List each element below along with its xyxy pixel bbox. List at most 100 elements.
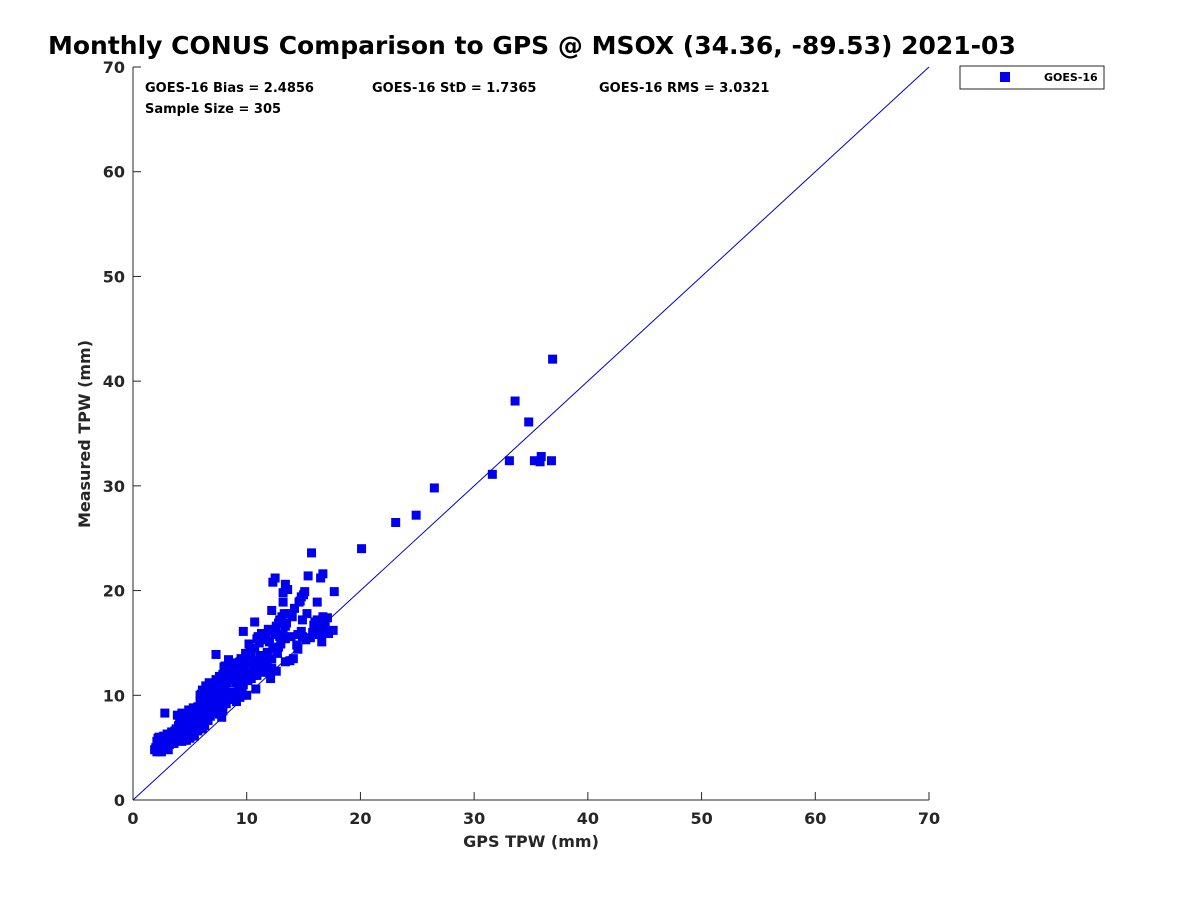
data-point [299,590,309,600]
data-point [246,674,256,684]
data-point [200,688,210,698]
data-point [535,457,545,467]
data-point [210,696,220,706]
data-point [219,693,229,703]
data-point [163,745,173,755]
data-point [280,579,290,589]
data-point [226,662,236,672]
data-point [321,627,331,637]
data-point [236,654,246,664]
data-point [177,708,187,718]
data-point [191,723,201,733]
data-point [160,708,170,718]
y-tick-label: 50 [103,267,125,286]
data-point [195,720,205,730]
data-point [263,667,273,677]
data-point [255,650,265,660]
x-tick-label: 30 [463,809,485,828]
stat-sample-size: Sample Size = 305 [145,102,281,117]
data-point [302,609,312,619]
data-point [329,587,339,597]
data-point [411,510,421,520]
data-point [314,630,324,640]
x-tick-label: 50 [690,809,712,828]
data-point [251,684,261,694]
y-tick-label: 70 [103,58,125,77]
data-point [260,653,270,663]
y-tick-label: 20 [103,582,125,601]
data-point [297,615,307,625]
data-point [262,658,272,668]
data-point [263,624,273,634]
y-tick-label: 30 [103,477,125,496]
data-point [236,674,246,684]
data-point [296,626,306,636]
data-point [247,668,257,678]
reference-line [132,66,930,801]
data-point [228,691,238,701]
data-point [546,456,556,466]
data-point [197,701,207,711]
data-point [487,469,497,479]
data-point [230,658,240,668]
data-point [245,644,255,654]
data-point [283,585,293,595]
data-point [280,657,290,667]
x-axis-label: GPS TPW (mm) [463,832,599,851]
data-point [267,654,277,664]
data-point [216,681,226,691]
data-point [275,632,285,642]
data-point [289,603,299,613]
legend: GOES-16 [959,65,1105,90]
data-point [309,620,319,630]
data-point [278,597,288,607]
data-point [322,613,332,623]
data-point [308,627,318,637]
data-point [253,632,263,642]
data-point [268,644,278,654]
x-tick-label: 40 [577,809,599,828]
data-point [316,573,326,583]
data-point [357,544,367,554]
x-tick-label: 10 [236,809,258,828]
data-point [529,456,539,466]
data-point [167,727,177,737]
legend-label: GOES-16 [1044,71,1098,84]
y-tick-label: 10 [103,686,125,705]
data-point [250,617,260,627]
data-point [524,417,534,427]
data-point [312,597,322,607]
data-point [256,667,266,677]
x-axis-ticks: 0 10 20 30 40 50 60 70 [127,792,940,828]
data-point [203,708,213,718]
data-point [172,710,182,720]
data-point [277,612,287,622]
data-point [301,635,311,645]
data-point [318,612,328,622]
chart-title: Monthly CONUS Comparison to GPS @ MSOX (… [48,31,1016,60]
data-point [303,571,313,581]
data-point [278,588,288,598]
data-point [224,655,234,665]
data-point [264,637,274,647]
data-point [231,678,241,688]
y-axis-label: Measured TPW (mm) [75,340,94,528]
data-point [239,665,249,675]
data-point [259,635,269,645]
data-point [258,662,268,672]
data-point [536,452,546,462]
data-point [429,483,439,493]
data-point [195,696,205,706]
data-point [214,698,224,708]
data-point [271,666,281,676]
data-point [220,682,230,692]
y-tick-label: 60 [103,163,125,182]
data-point [250,643,260,653]
data-point [213,686,223,696]
data-point [211,649,221,659]
data-point [252,656,262,666]
data-point [328,625,338,635]
y-tick-label: 0 [114,791,125,810]
data-point [241,648,251,658]
data-point [231,697,241,707]
